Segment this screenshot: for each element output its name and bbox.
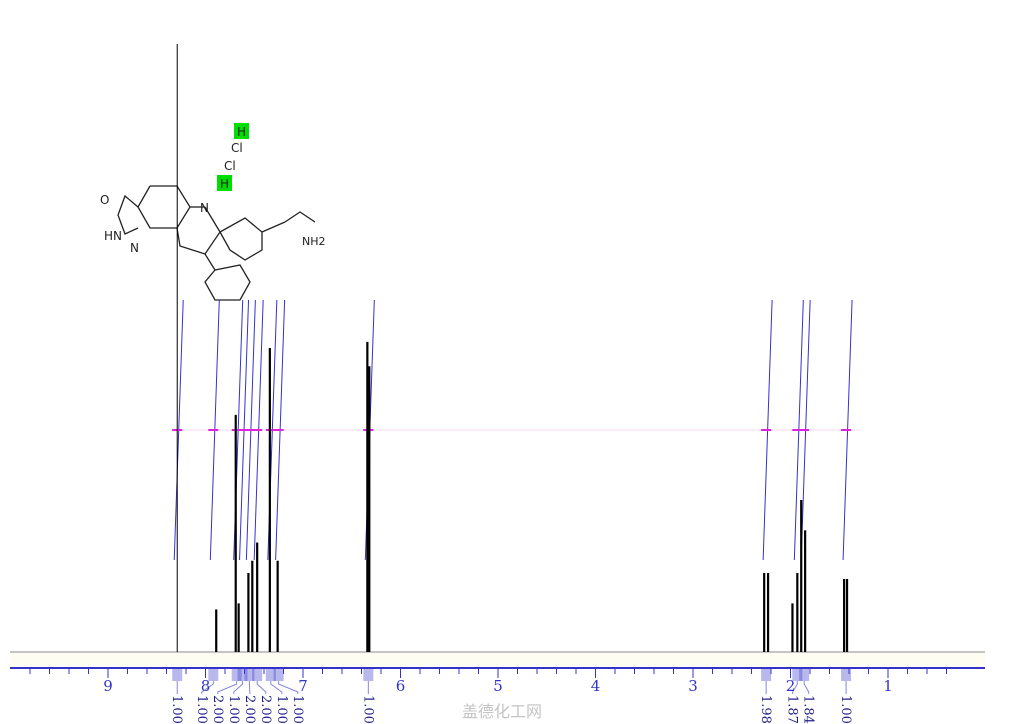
- integral-label: 2.00: [242, 695, 257, 724]
- integral-label: 1.00: [274, 695, 289, 724]
- integral-highlight: [208, 669, 219, 681]
- integral-label: 1.98: [758, 695, 773, 724]
- integral-highlight: [237, 669, 248, 681]
- integral-highlight: [792, 669, 803, 681]
- integral-leader: [233, 681, 244, 694]
- integral-highlight: [761, 669, 772, 681]
- integral-highlight: [231, 669, 242, 681]
- tick-label: 4: [591, 677, 601, 695]
- molecule-structure: [117, 185, 316, 301]
- atom-cl: Cl: [231, 141, 243, 155]
- integral-label: 2.00: [258, 695, 273, 724]
- integral-leader: [803, 681, 810, 694]
- atom-o: O: [100, 193, 109, 207]
- integral-highlight: [244, 669, 255, 681]
- tick-label: 1: [883, 677, 893, 695]
- tick-label: 3: [688, 677, 698, 695]
- integral-highlight: [265, 669, 276, 681]
- tick-label: 9: [103, 677, 113, 695]
- tick-label: 2: [786, 677, 796, 695]
- integral-leader: [201, 681, 214, 694]
- integral-highlight: [172, 669, 183, 681]
- integral-label: 1.00: [290, 695, 305, 724]
- x-axis: 9 8 7 6 5 4 3 2 1: [10, 651, 985, 695]
- integral-highlight: [799, 669, 810, 681]
- integral-label: 1.00: [226, 695, 241, 724]
- integral-leader: [270, 681, 283, 694]
- atom-n-pyridine: N: [200, 201, 209, 215]
- integral-highlight: [363, 669, 374, 681]
- molecule-labels: O HN N N Cl Cl H H NH2: [100, 123, 326, 255]
- tick-label: 7: [298, 677, 308, 695]
- integral-leader: [217, 681, 238, 694]
- tick-label: 6: [396, 677, 406, 695]
- integral-label: 1.84: [801, 695, 816, 724]
- integral-label: 1.00: [194, 695, 209, 724]
- integral-label: 1.00: [838, 695, 853, 724]
- integral-highlight: [841, 669, 852, 681]
- integral-leader: [256, 681, 267, 694]
- integral-highlight: [252, 669, 263, 681]
- atom-hn: HN: [104, 229, 122, 243]
- watermark: 盖德化工网: [462, 702, 543, 721]
- integral-label: 1.87: [785, 695, 800, 724]
- integral-label: 2.00: [210, 695, 225, 724]
- integral-highlight: [273, 669, 284, 681]
- atom-h: H: [237, 125, 246, 139]
- atom-n: N: [130, 241, 139, 255]
- axis-band: [10, 653, 985, 668]
- atom-nh2: NH2: [302, 235, 326, 248]
- integral-label: 1.00: [360, 695, 375, 724]
- integral-leader: [278, 681, 299, 694]
- atom-cl: Cl: [224, 159, 236, 173]
- tick-label: 5: [493, 677, 503, 695]
- spectrum-peaks: 1.00 1.00 2.00 1.00 2.00 2.00 1.00 1.00 1.00 1.98…: [169, 44, 860, 724]
- tick-label: 8: [201, 677, 211, 695]
- integral-label: 1.00: [169, 695, 184, 724]
- atom-h: H: [220, 177, 229, 191]
- integral-leader: [792, 681, 798, 694]
